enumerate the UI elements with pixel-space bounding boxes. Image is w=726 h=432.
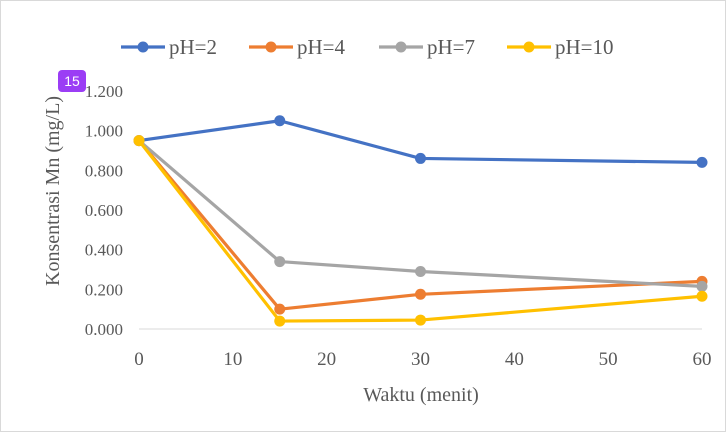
x-tick-label: 10	[223, 349, 242, 370]
y-tick-label: 0.600	[85, 201, 123, 220]
x-axis-title: Waktu (menit)	[363, 384, 479, 406]
legend-label-4: pH=10	[555, 35, 614, 59]
data-point-series-1	[696, 156, 708, 168]
y-axis-tick-labels: 0.000 0.200 0.400 0.600 0.800 1.000 1.200	[85, 82, 123, 339]
annotation-badge: 15	[58, 70, 86, 92]
data-point-series-4	[133, 135, 145, 147]
y-tick-label: 1.200	[85, 82, 123, 101]
y-tick-label: 0.000	[85, 320, 123, 339]
x-axis-tick-labels: 0 10 20 30 40 50 60	[134, 349, 711, 370]
data-point-series-3	[415, 265, 426, 277]
data-point-series-3	[274, 256, 286, 268]
data-point-series-4	[415, 314, 426, 326]
data-point-series-2	[415, 288, 426, 300]
legend-marker-1	[137, 41, 149, 53]
legend-label-2: pH=4	[297, 35, 346, 59]
legend-label-1: pH=2	[169, 35, 217, 59]
data-point-series-2	[274, 303, 286, 315]
data-point-series-4	[274, 315, 286, 327]
legend-marker-3	[395, 41, 407, 53]
x-tick-label: 60	[693, 349, 712, 370]
y-tick-label: 0.400	[85, 241, 123, 260]
data-point-series-3	[696, 280, 708, 292]
series-layer	[133, 115, 708, 327]
x-tick-label: 30	[411, 349, 430, 370]
legend-label-3: pH=7	[427, 35, 475, 59]
y-axis-title: Konsentrasi Mn (mg/L)	[42, 96, 64, 286]
series-line-1	[137, 119, 704, 164]
y-tick-label: 1.000	[85, 122, 123, 141]
legend-marker-4	[523, 41, 535, 53]
series-line-2	[137, 138, 704, 311]
x-tick-label: 50	[599, 349, 618, 370]
legend-marker-2	[265, 41, 277, 53]
data-point-series-4	[696, 290, 708, 302]
y-tick-label: 0.800	[85, 161, 123, 180]
legend: pH=2 pH=4 pH=7 pH=10	[121, 35, 614, 59]
data-point-series-1	[415, 152, 426, 164]
x-tick-label: 20	[317, 349, 336, 370]
series-line-3	[137, 138, 704, 288]
series-line-4	[137, 138, 704, 323]
x-tick-label: 0	[134, 349, 144, 370]
data-point-series-1	[274, 115, 286, 127]
y-tick-label: 0.200	[85, 280, 123, 299]
x-tick-label: 40	[505, 349, 524, 370]
